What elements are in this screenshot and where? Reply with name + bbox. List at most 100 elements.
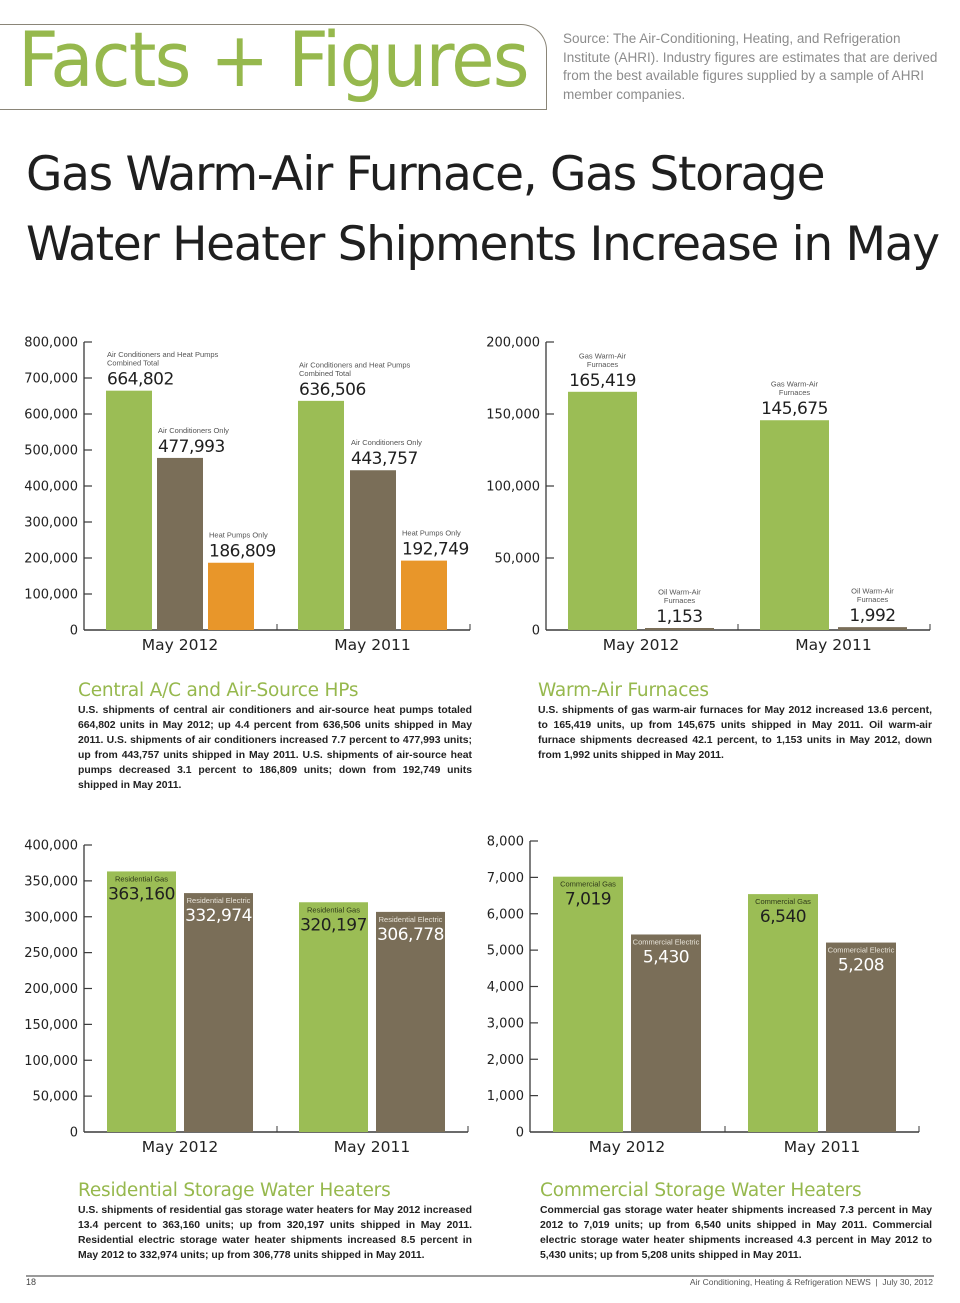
y-tick-label: 200,000 xyxy=(486,336,540,351)
bar-caption: Residential Gas xyxy=(307,905,360,914)
bar-value-label: 664,802 xyxy=(107,370,174,390)
y-tick-label: 0 xyxy=(516,1126,524,1141)
bar-value-label: 306,778 xyxy=(377,925,444,945)
y-tick-label: 300,000 xyxy=(24,516,78,531)
bar xyxy=(298,400,344,630)
chart-commercial-water-heaters: 0 1,000 2,000 3,000 4,000 5,000 6,000 7,000 8,00… xyxy=(487,835,920,1156)
category-label: May 2011 xyxy=(784,1138,860,1156)
bar-value-label: 7,019 xyxy=(565,890,611,910)
section-title-furnaces: Warm-Air Furnaces xyxy=(538,680,709,701)
category-label: May 2012 xyxy=(142,636,218,654)
bar-caption: Commercial Electric xyxy=(828,946,895,955)
bar-caption: Residential Gas xyxy=(115,874,168,883)
y-tick-label: 800,000 xyxy=(24,336,78,351)
bar xyxy=(350,470,396,630)
headline-line-2: Water Heater Shipments Increase in May xyxy=(26,217,940,272)
bar-caption: Commercial Gas xyxy=(755,897,811,906)
brand-frame xyxy=(0,24,547,110)
bar xyxy=(106,390,152,630)
bar-caption: Furnaces xyxy=(857,595,889,604)
brand-title: Facts + Figures xyxy=(18,15,530,104)
bar xyxy=(838,627,907,630)
y-tick-label: 200,000 xyxy=(24,982,78,997)
bar xyxy=(401,560,447,630)
category-label: May 2011 xyxy=(795,636,871,654)
bar-value-label: 5,430 xyxy=(643,947,689,967)
bar-caption: Gas Warm-Air xyxy=(579,351,627,360)
y-tick-label: 500,000 xyxy=(24,444,78,459)
y-tick-label: 150,000 xyxy=(24,1018,78,1033)
y-tick-label: 150,000 xyxy=(486,408,540,423)
chart-warm-air-furnaces: 0 50,000 100,000 150,000 200,000 May 2012 May … xyxy=(486,336,931,654)
bar-caption: Furnaces xyxy=(779,388,811,397)
bar-value-label: 145,675 xyxy=(761,399,828,419)
section-body-central-ac: U.S. shipments of central air conditione… xyxy=(78,705,472,791)
bar-caption: Furnaces xyxy=(664,596,696,605)
bar-caption: Furnaces xyxy=(587,360,619,369)
section-body-commercial: Commercial gas storage water heater ship… xyxy=(540,1205,932,1261)
bar-value-label: 186,809 xyxy=(209,542,276,562)
bar-caption: Oil Warm-Air xyxy=(851,587,894,596)
y-tick-label: 3,000 xyxy=(487,1016,524,1031)
headline-line-1: Gas Warm-Air Furnace, Gas Storage xyxy=(26,147,826,202)
bar-caption: Commercial Gas xyxy=(560,880,616,889)
y-tick-label: 1,000 xyxy=(487,1089,524,1104)
y-tick-label: 0 xyxy=(70,1126,78,1141)
bar xyxy=(107,871,176,1132)
y-tick-label: 4,000 xyxy=(487,980,524,995)
source-note: Source: The Air-Conditioning, Heating, a… xyxy=(563,31,938,102)
bar-caption: Air Conditioners and Heat Pumps xyxy=(299,360,411,369)
y-tick-label: 400,000 xyxy=(24,480,78,495)
bar xyxy=(553,876,623,1132)
bar xyxy=(631,934,701,1132)
category-label: May 2011 xyxy=(334,1138,410,1156)
bar xyxy=(299,902,368,1132)
bar xyxy=(184,893,253,1132)
bar-caption: Air Conditioners Only xyxy=(351,438,422,447)
bar-value-label: 165,419 xyxy=(569,371,636,391)
y-tick-label: 200,000 xyxy=(24,552,78,567)
y-tick-label: 400,000 xyxy=(24,839,78,854)
bar-caption: Combined Total xyxy=(299,369,351,378)
bar-value-label: 363,160 xyxy=(108,884,175,904)
chart-residential-water-heaters: 0 50,000 100,000 150,000 200,000 250,000 300,0… xyxy=(24,839,469,1156)
bar-caption: Residential Electric xyxy=(379,915,443,924)
y-tick-label: 350,000 xyxy=(24,874,78,889)
y-tick-label: 2,000 xyxy=(487,1053,524,1068)
bar xyxy=(645,628,714,630)
bar-value-label: 443,757 xyxy=(351,449,418,469)
bar-value-label: 5,208 xyxy=(838,956,884,976)
bar-value-label: 192,749 xyxy=(402,540,469,560)
category-label: May 2012 xyxy=(142,1138,218,1156)
bar xyxy=(568,391,637,630)
category-label: May 2012 xyxy=(589,1138,665,1156)
footer-credit: Air Conditioning, Heating & Refrigeratio… xyxy=(689,1277,933,1287)
bar xyxy=(760,420,829,630)
bar-caption: Oil Warm-Air xyxy=(658,588,701,597)
y-tick-label: 700,000 xyxy=(24,372,78,387)
y-tick-label: 0 xyxy=(532,624,540,639)
bar-value-label: 1,992 xyxy=(849,606,895,626)
section-title-residential: Residential Storage Water Heaters xyxy=(78,1180,391,1201)
bar-caption: Heat Pumps Only xyxy=(209,531,268,540)
y-tick-label: 300,000 xyxy=(24,910,78,925)
footer-rule xyxy=(26,1275,934,1277)
y-tick-label: 5,000 xyxy=(487,944,524,959)
bar-value-label: 332,974 xyxy=(185,906,252,926)
bar-value-label: 6,540 xyxy=(760,907,806,927)
y-tick-label: 100,000 xyxy=(24,588,78,603)
section-title-central-ac: Central A/C and Air-Source HPs xyxy=(78,680,359,701)
y-tick-label: 0 xyxy=(70,624,78,639)
bar-caption: Commercial Electric xyxy=(633,937,700,946)
bar-value-label: 1,153 xyxy=(656,607,702,627)
bar xyxy=(748,894,818,1132)
y-tick-label: 6,000 xyxy=(487,907,524,922)
bar-value-label: 636,506 xyxy=(299,380,366,400)
bar xyxy=(826,942,896,1132)
bar-caption: Heat Pumps Only xyxy=(402,529,461,538)
bar-caption: Residential Electric xyxy=(187,896,251,905)
category-label: May 2012 xyxy=(603,636,679,654)
bar xyxy=(208,562,254,630)
y-tick-label: 600,000 xyxy=(24,408,78,423)
bar-caption: Combined Total xyxy=(107,359,159,368)
